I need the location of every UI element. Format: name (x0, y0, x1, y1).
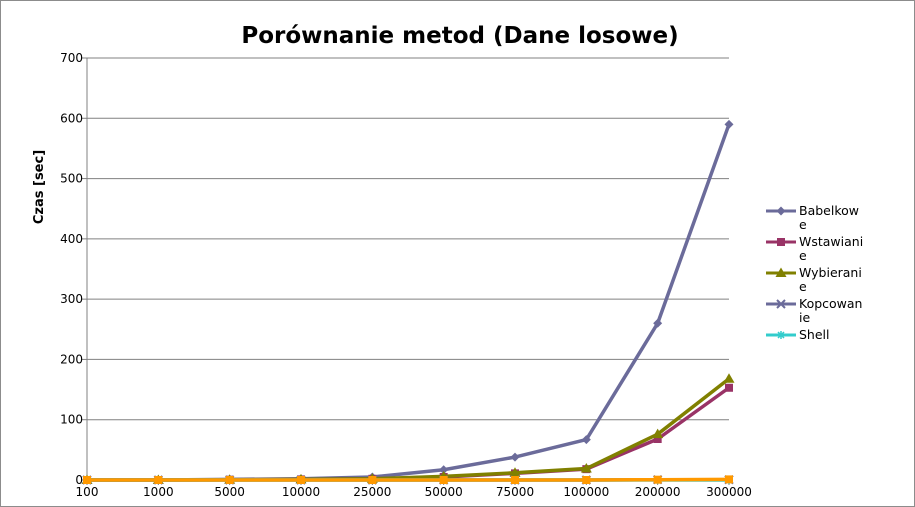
y-tick-label: 600 (60, 111, 83, 125)
y-tick-label: 700 (60, 51, 83, 65)
data-point-unnamed-series (154, 476, 163, 484)
series-line-wybieranie (87, 377, 731, 482)
series-wybieranie (81, 373, 735, 484)
data-point-babelkowe (439, 465, 449, 475)
x-tick-label: 50000 (425, 485, 463, 499)
y-tick-label: 300 (60, 292, 83, 306)
data-point-wybieranie (723, 373, 735, 383)
x-tick-label: 5000 (214, 485, 245, 499)
data-point-wybieranie (580, 463, 592, 473)
data-point-wstawianie (725, 383, 733, 392)
data-point-unnamed-series (368, 476, 377, 484)
data-point-unnamed-series (297, 476, 305, 484)
y-tick-label: 500 (60, 172, 83, 186)
legend-swatch-marker (776, 299, 786, 309)
y-tick-label: 400 (60, 232, 83, 246)
legend-label: ie (799, 310, 810, 325)
x-tick-label: 100000 (563, 485, 609, 499)
data-point-wstawianie (653, 435, 662, 444)
x-tick-label: 10000 (282, 485, 320, 499)
x-tick-label: 25000 (353, 485, 391, 499)
x-tick-label: 100 (76, 485, 99, 499)
series-wstawianie (83, 383, 733, 484)
legend-entry-shell: Shell (766, 327, 830, 342)
legend: BabelkoweWstawianieWybieranieKopcowanieS… (766, 203, 863, 342)
legend-swatch-marker (777, 331, 785, 339)
legend-swatch-marker (775, 267, 787, 277)
y-tick-label: 0 (75, 473, 83, 487)
series-lines (81, 119, 735, 485)
y-axis-label: Czas [sec] (32, 150, 47, 224)
x-tick-labels: 100 1000 5000 10000 25000 50000 75000 100000 200… (76, 485, 752, 499)
legend-swatch-marker (776, 206, 786, 216)
legend-label: Babelkow (799, 203, 859, 218)
x-tick-label: 300000 (706, 485, 752, 499)
legend-label: Wstawiani (799, 234, 863, 249)
data-point-wybieranie (652, 428, 664, 439)
data-point-unnamed-series (83, 476, 91, 484)
data-point-babelkowe (510, 452, 520, 462)
legend-label: Kopcowan (799, 296, 862, 311)
x-tick-label: 1000 (143, 485, 174, 499)
y-tick-label: 100 (60, 413, 83, 427)
data-point-unnamed-series (511, 476, 519, 484)
y-tick-label: 200 (60, 352, 83, 366)
y-tick-labels: 0 100 200 300 400 500 600 700 (60, 51, 83, 487)
legend-label: e (799, 248, 807, 263)
series-line-babelkowe (87, 123, 731, 482)
x-tick-label: 75000 (496, 485, 534, 499)
data-point-unnamed-series (653, 475, 662, 484)
legend-label: e (799, 217, 807, 232)
data-point-wybieranie (509, 467, 521, 477)
series-babelkowe (82, 119, 734, 485)
data-point-babelkowe (653, 318, 663, 328)
legend-swatch-marker (777, 238, 785, 246)
x-tick-label: 200000 (635, 485, 681, 499)
legend-label: Wybierani (799, 265, 862, 280)
legend-label: e (799, 279, 807, 294)
series-line-wstawianie (87, 386, 731, 482)
axes (82, 57, 730, 485)
data-point-babelkowe (724, 119, 734, 129)
data-point-unnamed-series (439, 476, 448, 484)
chart-title: Porównanie metod (Dane losowe) (241, 23, 678, 49)
series-line-unnamed-series (87, 477, 730, 482)
data-point-unnamed-series (225, 476, 234, 484)
data-point-unnamed-series (725, 475, 733, 484)
legend-label: Shell (799, 327, 830, 342)
data-point-babelkowe (581, 435, 591, 445)
data-point-unnamed-series (582, 476, 591, 484)
gridlines (87, 57, 729, 421)
series-unnamed-series (83, 475, 733, 484)
